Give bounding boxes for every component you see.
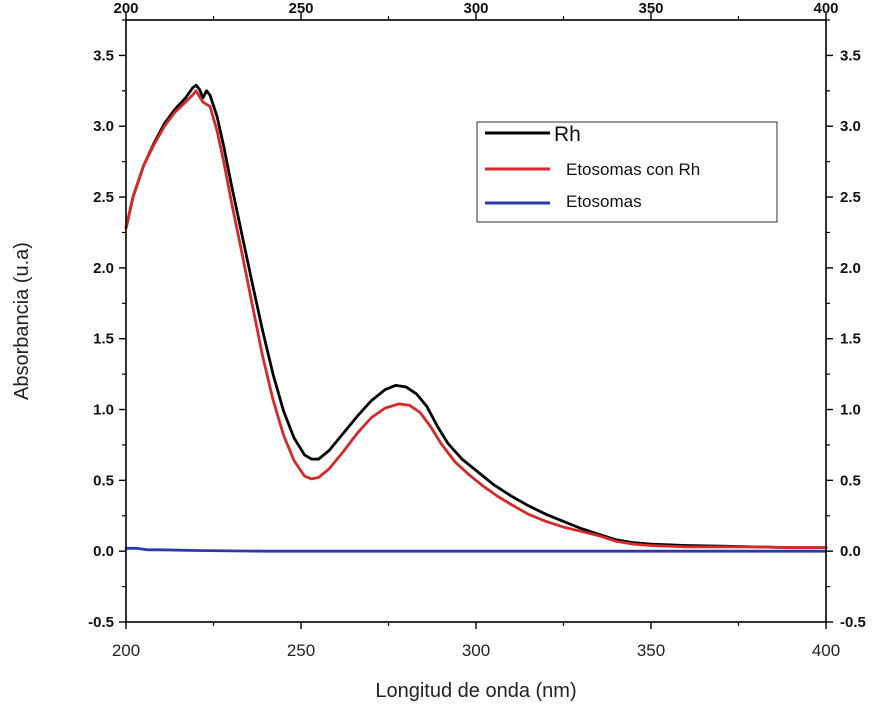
x-tick-label-top: 300 [463,0,488,17]
series-layer [124,83,828,553]
series-line-etosomas [124,546,828,553]
y-tick-label-right: 2.5 [840,189,861,206]
series-line-etosomas-con-rh [124,89,828,549]
x-tick-label-top: 350 [638,0,663,17]
y-tick-label-right: 2.0 [840,260,861,277]
x-tick-label-top: 400 [813,0,838,17]
x-tick-label-bottom: 350 [637,641,665,660]
x-tick-label-bottom: 200 [112,641,140,660]
plot-frame [125,19,827,623]
y-tick-label-left: 3.0 [93,118,114,135]
legend-box [476,121,778,223]
y-tick-label-right: 0.0 [840,543,861,560]
legend: Rh Etosomas con Rh Etosomas [476,121,778,223]
legend-label-rh: Rh [554,123,581,146]
y-tick-label-right: 0.5 [840,472,861,489]
y-tick-label-left: 2.5 [93,189,114,206]
y-tick-label-left: 0.5 [93,472,114,489]
y-tick-label-left: 1.0 [93,402,114,419]
y-tick-label-right: 3.0 [840,118,861,135]
x-tick-label-bottom: 250 [287,641,315,660]
x-tick-label-top: 200 [113,0,138,17]
y-tick-label-left: 2.0 [93,260,114,277]
y-tick-label-left: 3.5 [93,47,114,64]
series-line-rh [124,83,828,549]
legend-label-etosomas-con-rh: Etosomas con Rh [566,160,700,179]
y-tick-label-left: 1.5 [93,331,114,348]
y-tick-label-right: 1.0 [840,402,861,419]
y-tick-label-left: 0.0 [93,543,114,560]
x-tick-label-top: 250 [288,0,313,17]
y-tick-label-right: 1.5 [840,331,861,348]
y-tick-label-right: -0.5 [840,614,866,631]
x-axis-title: Longitud de onda (nm) [375,680,576,702]
x-tick-label-bottom: 300 [462,641,490,660]
y-tick-label-right: 3.5 [840,47,861,64]
y-axis-title: Absorbancia (u.a) [11,242,33,400]
y-tick-label-left: -0.5 [88,614,114,631]
x-tick-label-bottom: 400 [812,641,840,660]
legend-label-etosomas: Etosomas [566,192,642,211]
